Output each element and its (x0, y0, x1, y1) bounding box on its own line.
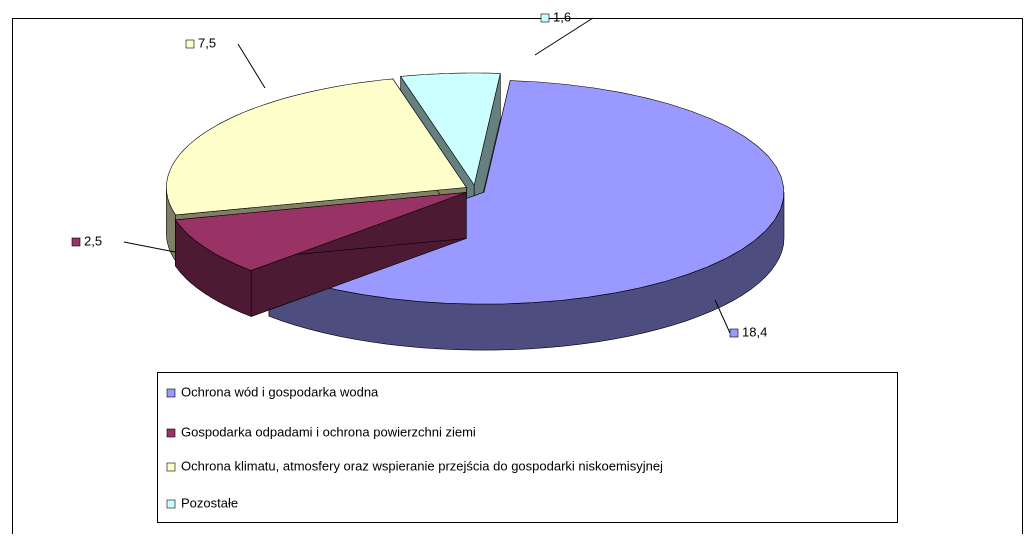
leader-line (123, 241, 176, 253)
legend-key (166, 462, 176, 472)
slice (166, 78, 467, 216)
leader-line (714, 299, 731, 334)
leader-line (534, 17, 594, 56)
data-label: 7,5 (198, 35, 216, 50)
legend-key (166, 499, 176, 509)
leader-line (237, 43, 266, 89)
data-label: 1,6 (553, 9, 571, 24)
label-key (540, 13, 550, 23)
data-label: 2,5 (84, 233, 102, 248)
data-label: 18,4 (742, 324, 767, 339)
legend (157, 372, 898, 523)
legend-label: Ochrona klimatu, atmosfery oraz wspieran… (181, 458, 663, 473)
label-key (71, 237, 81, 247)
legend-label: Gospodarka odpadami i ochrona powierzchn… (181, 424, 476, 439)
slice (174, 192, 467, 271)
legend-key (166, 428, 176, 438)
legend-label: Pozostałe (181, 495, 238, 510)
legend-label: Ochrona wód i gospodarka wodna (181, 384, 379, 399)
label-key (185, 39, 195, 49)
slice (400, 72, 501, 186)
legend-key (166, 388, 176, 398)
label-key (729, 328, 739, 338)
